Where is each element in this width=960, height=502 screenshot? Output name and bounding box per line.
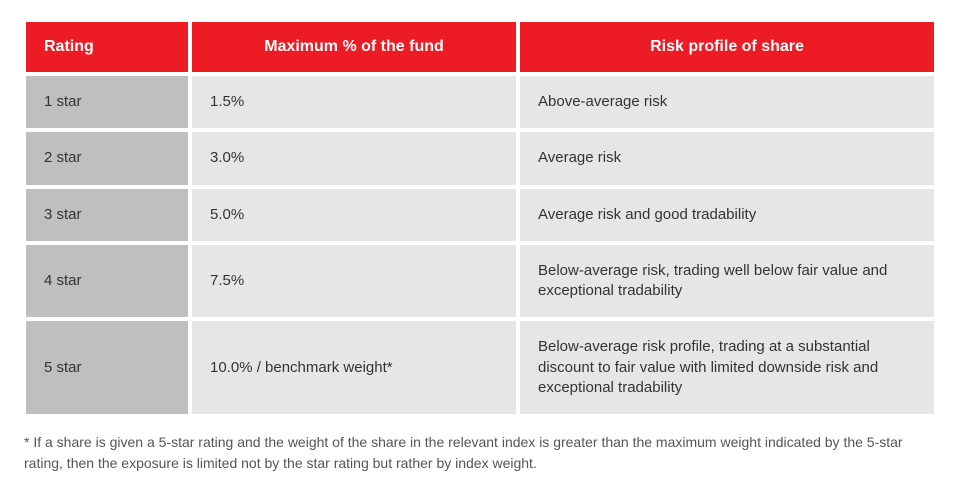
col-risk: Risk profile of share [520, 22, 934, 72]
table-row: 2 star 3.0% Average risk [26, 132, 934, 184]
cell-rating: 1 star [26, 76, 188, 128]
col-rating: Rating [26, 22, 188, 72]
cell-risk: Below-average risk profile, trading at a… [520, 321, 934, 414]
cell-max: 7.5% [192, 245, 516, 318]
footnote: * If a share is given a 5-star rating an… [22, 418, 938, 474]
col-max: Maximum % of the fund [192, 22, 516, 72]
cell-max: 3.0% [192, 132, 516, 184]
ratings-table: Rating Maximum % of the fund Risk profil… [22, 18, 938, 418]
table-row: 3 star 5.0% Average risk and good tradab… [26, 189, 934, 241]
table-row: 4 star 7.5% Below-average risk, trading … [26, 245, 934, 318]
cell-rating: 2 star [26, 132, 188, 184]
cell-risk: Average risk [520, 132, 934, 184]
table-row: 5 star 10.0% / benchmark weight* Below-a… [26, 321, 934, 414]
table-row: 1 star 1.5% Above-average risk [26, 76, 934, 128]
cell-rating: 4 star [26, 245, 188, 318]
cell-max: 1.5% [192, 76, 516, 128]
cell-rating: 3 star [26, 189, 188, 241]
table-header-row: Rating Maximum % of the fund Risk profil… [26, 22, 934, 72]
cell-risk: Above-average risk [520, 76, 934, 128]
cell-rating: 5 star [26, 321, 188, 414]
cell-risk: Average risk and good tradability [520, 189, 934, 241]
cell-max: 5.0% [192, 189, 516, 241]
cell-max: 10.0% / benchmark weight* [192, 321, 516, 414]
cell-risk: Below-average risk, trading well below f… [520, 245, 934, 318]
